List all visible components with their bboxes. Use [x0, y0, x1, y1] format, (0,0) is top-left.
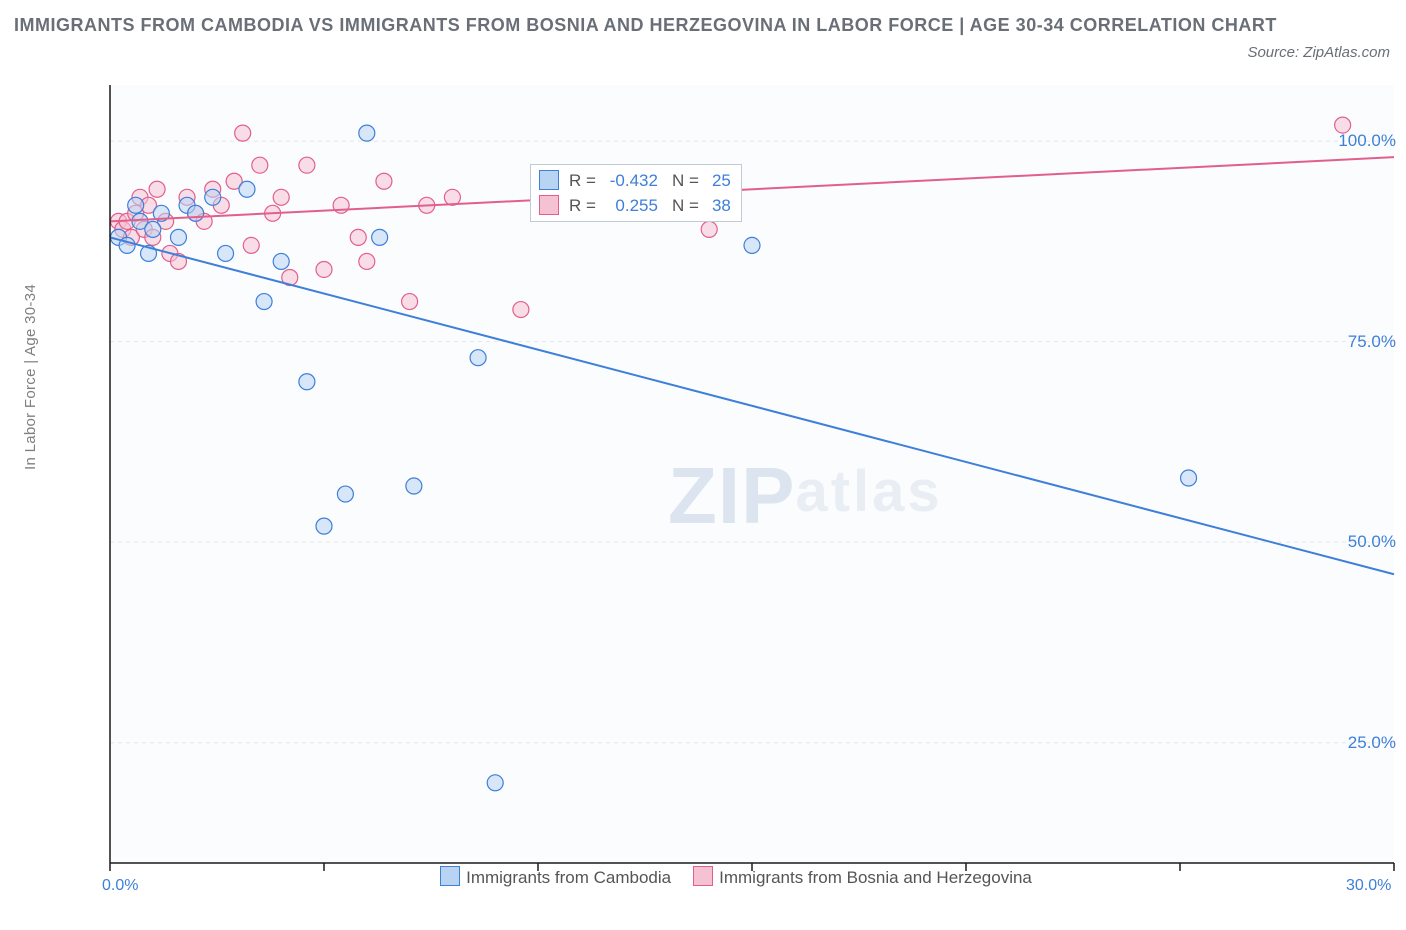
legend-swatch: [539, 170, 559, 190]
y-tick-label: 100.0%: [1338, 131, 1396, 151]
source-citation: Source: ZipAtlas.com: [1247, 44, 1390, 61]
legend-swatch: [693, 866, 713, 886]
correlation-legend-row: R =-0.432 N =25: [539, 169, 731, 194]
legend-n-value: 25: [703, 169, 731, 194]
legend-label: Immigrants from Bosnia and Herzegovina: [719, 868, 1032, 887]
y-tick-label: 25.0%: [1348, 733, 1396, 753]
legend-swatch: [440, 866, 460, 886]
chart-title: IMMIGRANTS FROM CAMBODIA VS IMMIGRANTS F…: [14, 12, 1286, 39]
legend-swatch: [539, 195, 559, 215]
legend-r-value: 0.255: [600, 194, 658, 219]
legend-n-key: N =: [672, 196, 699, 215]
chart-area: ZIPatlas R =-0.432 N =25 R =0.255 N =38 25.…: [50, 80, 1400, 890]
y-tick-label: 75.0%: [1348, 332, 1396, 352]
legend-n-value: 38: [703, 194, 731, 219]
watermark: ZIPatlas: [668, 450, 943, 542]
legend-r-value: -0.432: [600, 169, 658, 194]
y-tick-label: 50.0%: [1348, 532, 1396, 552]
legend-label: Immigrants from Cambodia: [466, 868, 671, 887]
legend-r-key: R =: [569, 196, 596, 215]
legend-r-key: R =: [569, 171, 596, 190]
correlation-legend-row: R =0.255 N =38: [539, 194, 731, 219]
legend-n-key: N =: [672, 171, 699, 190]
series-legend: Immigrants from Cambodia Immigrants from …: [50, 866, 1400, 888]
correlation-legend: R =-0.432 N =25 R =0.255 N =38: [530, 164, 742, 222]
y-axis-label: In Labor Force | Age 30-34: [22, 284, 39, 470]
